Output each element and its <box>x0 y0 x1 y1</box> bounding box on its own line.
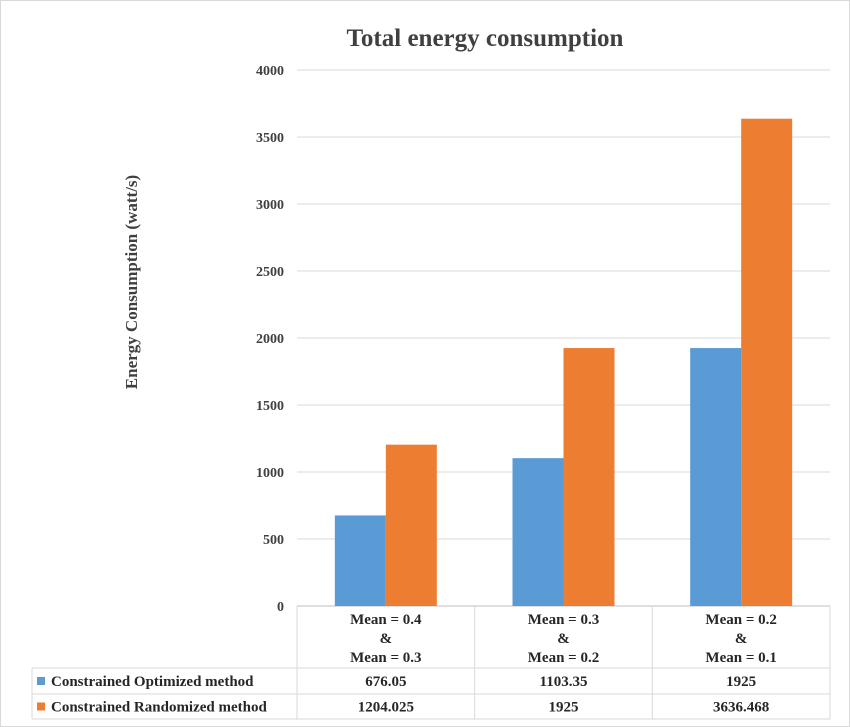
legend-key-randomized <box>37 702 45 711</box>
category-label: Mean = 0.4 <box>350 612 422 628</box>
legend-label: Constrained Randomized method <box>51 700 268 716</box>
category-label: Mean = 0.1 <box>705 650 776 666</box>
y-tick-label: 2000 <box>256 332 284 347</box>
chart-title: Total energy consumption <box>347 25 624 52</box>
y-tick-label: 0 <box>277 600 284 615</box>
category-label: & <box>380 631 393 647</box>
y-axis-label: Energy Consumption (watt/s) <box>122 175 141 389</box>
y-tick-label: 3500 <box>256 131 284 146</box>
data-table-value: 1103.35 <box>540 674 588 690</box>
y-tick-label: 3000 <box>256 198 284 213</box>
category-label: Mean = 0.2 <box>528 650 599 666</box>
category-label: Mean = 0.3 <box>350 650 421 666</box>
category-label: Mean = 0.3 <box>528 612 599 628</box>
bar-randomized <box>563 348 615 606</box>
data-table-value: 676.05 <box>365 674 406 690</box>
data-table-value: 1925 <box>726 674 756 690</box>
y-tick-label: 1500 <box>256 399 284 414</box>
y-tick-label: 1000 <box>256 466 284 481</box>
bar-optimized <box>690 348 742 606</box>
category-label: Mean = 0.2 <box>705 612 776 628</box>
y-tick-label: 2500 <box>256 265 284 280</box>
data-table-value: 1204.025 <box>358 700 414 716</box>
data-table-value: 3636.468 <box>713 700 769 716</box>
y-tick-label: 500 <box>263 533 284 548</box>
bar-optimized <box>334 515 386 606</box>
bar-randomized <box>741 118 793 606</box>
category-label: & <box>735 631 748 647</box>
bar-randomized <box>385 444 437 606</box>
data-table-value: 1925 <box>549 700 579 716</box>
bar-optimized <box>512 458 564 606</box>
y-tick-label: 4000 <box>256 64 284 79</box>
legend-key-optimized <box>37 677 45 685</box>
legend-label: Constrained Optimized method <box>51 674 254 690</box>
category-label: & <box>557 631 570 647</box>
